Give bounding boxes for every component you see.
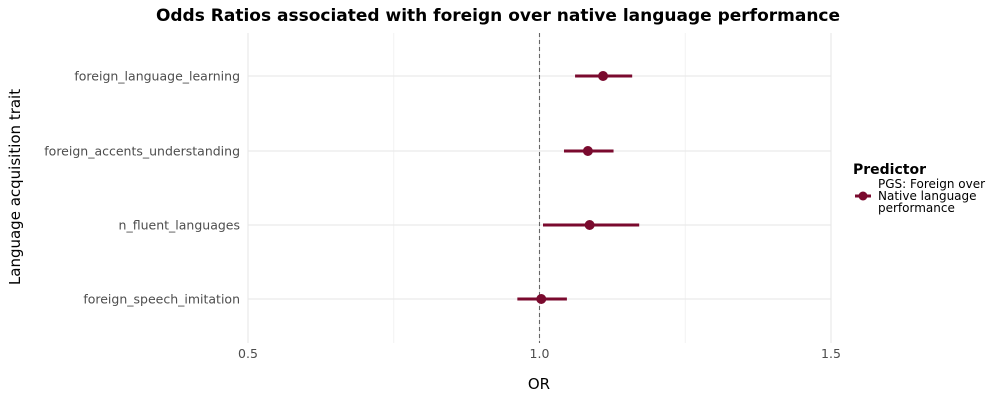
legend-label-line-3: performance <box>878 201 955 215</box>
x-tick-label: 0.5 <box>238 346 258 361</box>
y-tick-label: foreign_language_learning <box>74 69 240 84</box>
legend-title: Predictor <box>853 162 926 178</box>
data-layer <box>517 71 640 304</box>
or-point <box>536 294 547 304</box>
tick-labels: 0.5 1.0 1.5 foreign_language_learningforeig… <box>44 69 841 362</box>
y-tick-label: foreign_accents_understanding <box>44 144 240 159</box>
or-point <box>598 71 609 81</box>
legend-label-line-2: Native language <box>878 189 977 203</box>
x-axis-title: OR <box>528 375 550 393</box>
y-tick-label: n_fluent_languages <box>119 218 240 233</box>
legend-label-line-1: PGS: Foreign over <box>878 177 985 191</box>
chart-title: Odds Ratios associated with foreign over… <box>156 6 840 26</box>
y-axis-title: Language acquisition trait <box>6 89 24 285</box>
x-tick-label: 1.5 <box>821 346 841 361</box>
legend: Predictor PGS: Foreign over Native langu… <box>853 162 985 215</box>
x-tick-label: 1.0 <box>530 346 550 361</box>
y-tick-label: foreign_speech_imitation <box>83 292 240 307</box>
or-point <box>582 146 593 156</box>
or-point <box>584 220 595 230</box>
legend-key-point <box>858 191 868 201</box>
